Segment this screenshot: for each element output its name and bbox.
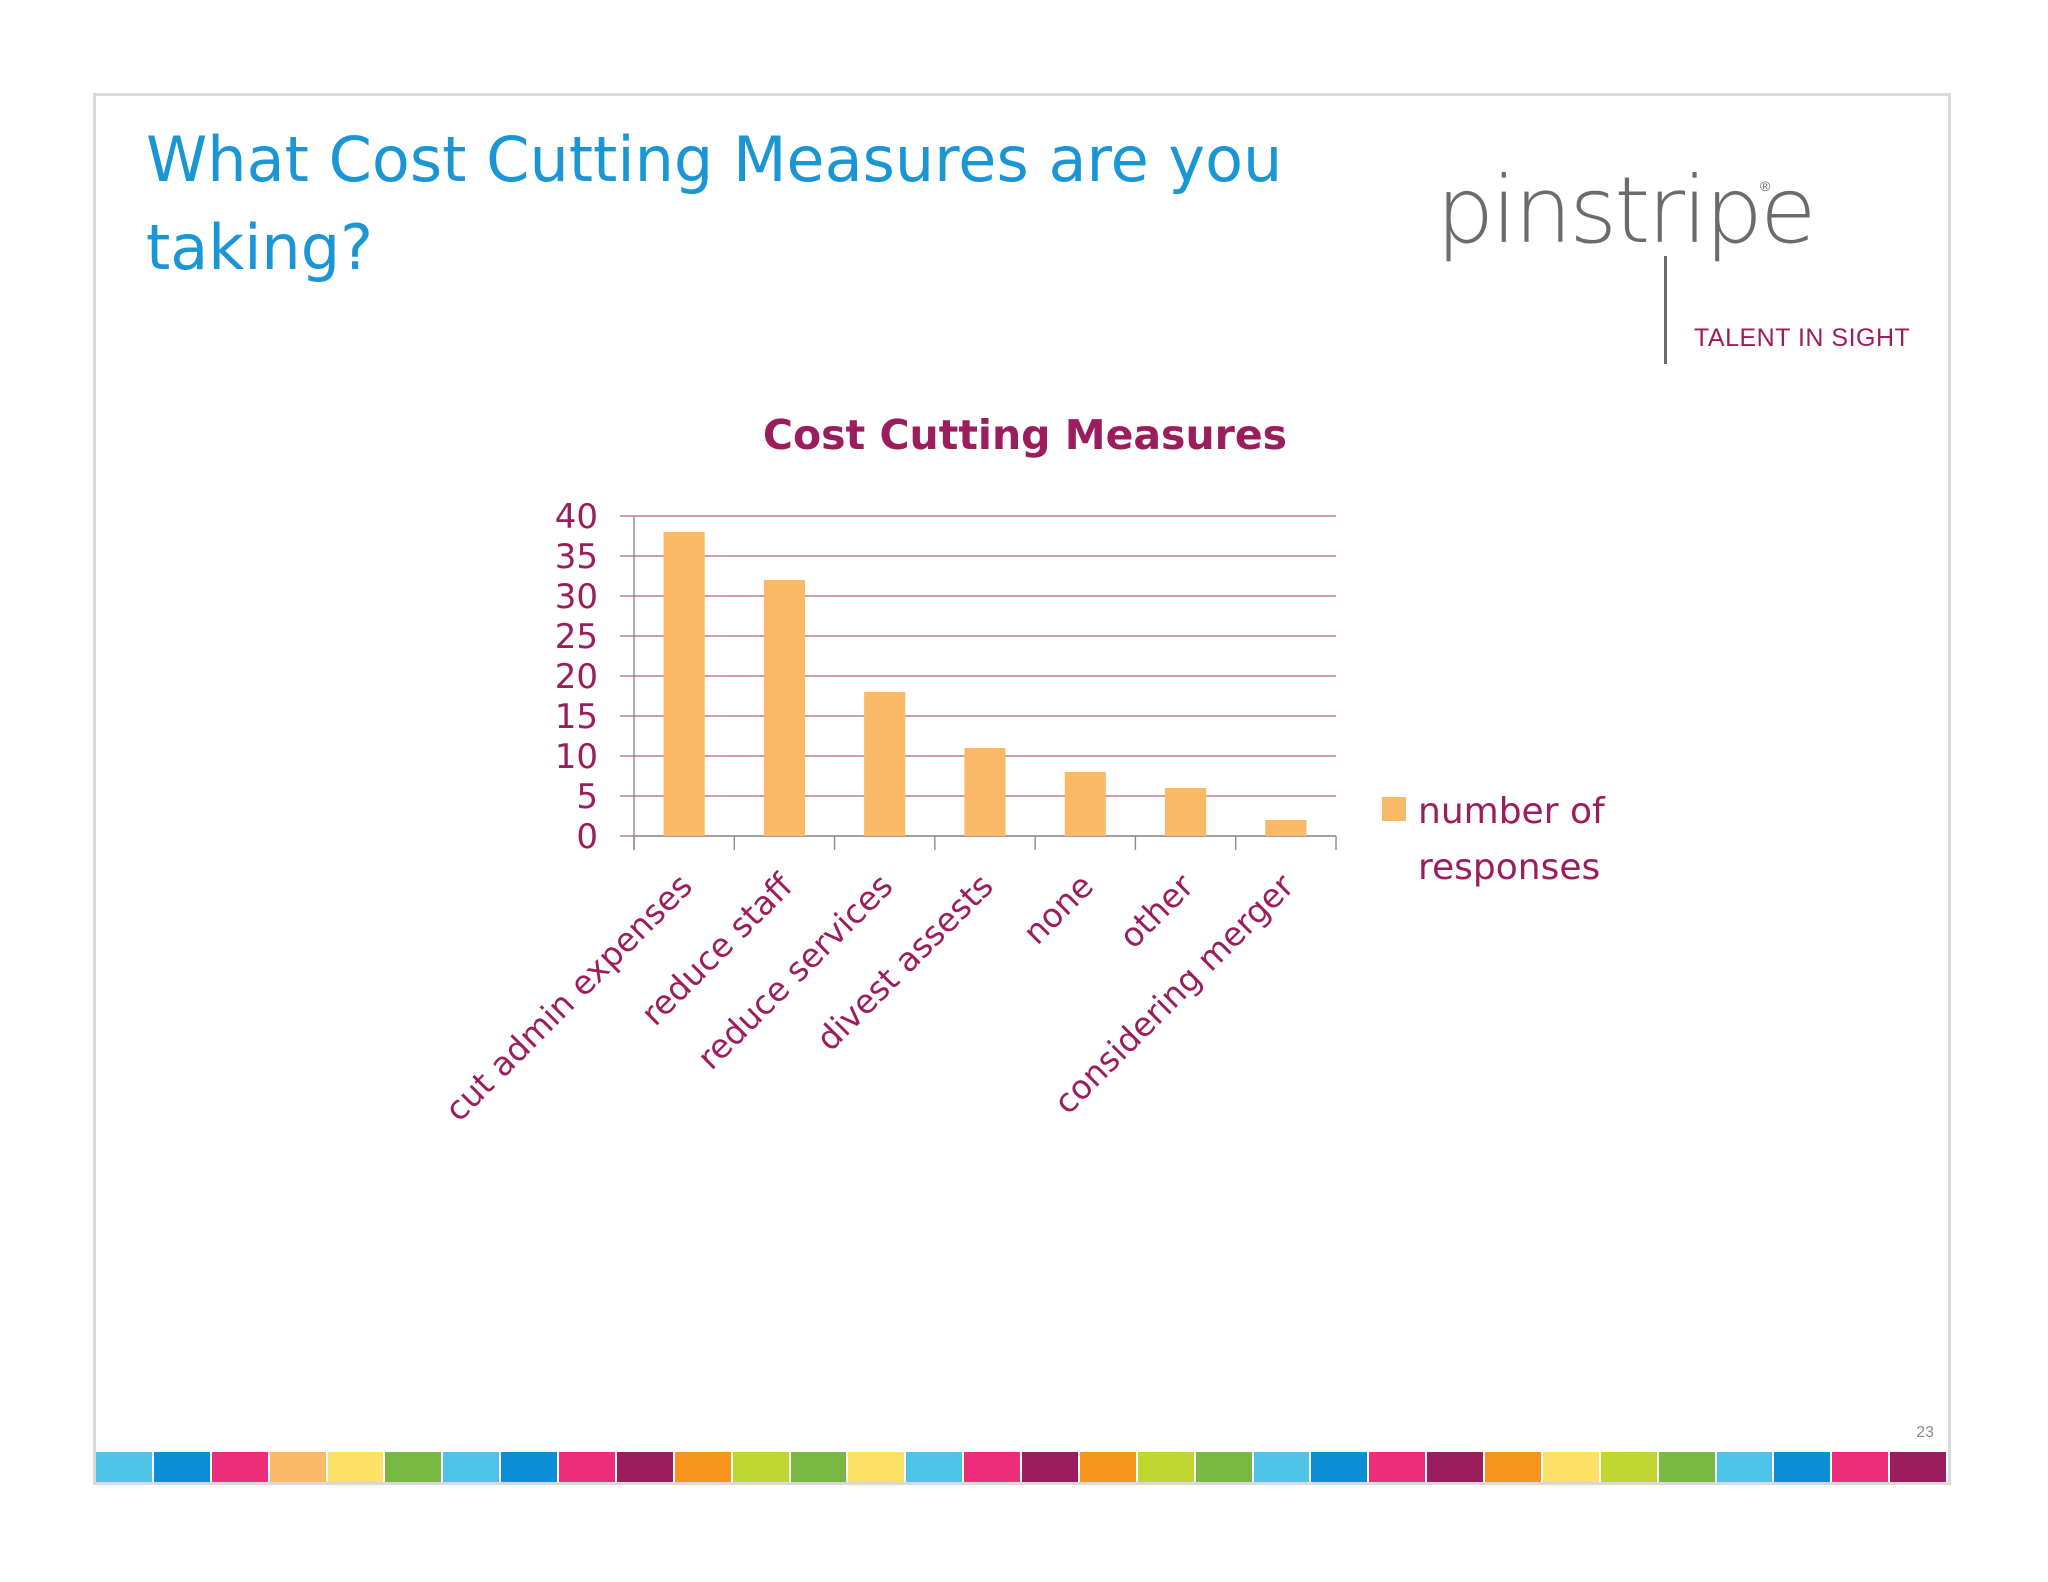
y-tick-label: 0 <box>576 817 598 857</box>
color-strip-segment <box>1369 1452 1426 1482</box>
y-tick-label: 5 <box>576 777 598 817</box>
color-strip <box>96 1452 1948 1482</box>
bar <box>864 692 906 836</box>
color-strip-segment <box>385 1452 442 1482</box>
color-strip-segment <box>443 1452 500 1482</box>
slide-title: What Cost Cutting Measures are you takin… <box>146 123 1283 284</box>
color-strip-segment <box>732 1452 789 1482</box>
x-category-label: other <box>1111 866 1201 956</box>
color-strip-segment <box>1311 1452 1368 1482</box>
color-strip-segment <box>1485 1452 1541 1482</box>
color-strip-segment <box>96 1452 152 1482</box>
color-strip-segment <box>1658 1452 1715 1482</box>
color-strip-segment <box>848 1452 905 1482</box>
y-tick-label: 40 <box>555 497 598 537</box>
page-number: 23 <box>1916 1424 1934 1441</box>
color-strip-segment <box>616 1452 673 1482</box>
color-strip-segment <box>501 1452 557 1482</box>
color-strip-segment <box>1022 1452 1078 1482</box>
bar <box>964 748 1006 836</box>
color-strip-segment <box>1716 1452 1773 1482</box>
color-strip-segment <box>153 1452 210 1482</box>
y-tick-label: 25 <box>555 617 598 657</box>
color-strip-segment <box>1600 1452 1657 1482</box>
color-strip-segment <box>1137 1452 1194 1482</box>
y-tick-label: 10 <box>555 737 598 777</box>
legend: number of responses <box>1382 791 1606 888</box>
color-strip-segment <box>906 1452 963 1482</box>
legend-label: number of responses <box>1418 791 1606 888</box>
color-strip-segment <box>327 1452 384 1482</box>
chart-title: Cost Cutting Measures <box>763 411 1287 459</box>
y-tick-label: 35 <box>555 537 598 577</box>
color-strip-segment <box>964 1452 1020 1482</box>
bars <box>663 532 1307 836</box>
logo-registered-mark: ® <box>1760 178 1771 194</box>
y-tick-label: 15 <box>555 697 598 737</box>
color-strip-segment <box>211 1452 268 1482</box>
bar <box>1165 788 1207 836</box>
y-tick-label: 20 <box>555 657 598 697</box>
color-strip-segment <box>1890 1452 1946 1482</box>
logo-wordmark: pinstripe <box>1436 157 1817 264</box>
x-category-label: none <box>1015 866 1101 952</box>
bar <box>763 580 805 836</box>
logo-tagline: TALENT IN SIGHT <box>1694 324 1911 352</box>
color-strip-segment <box>1832 1452 1889 1482</box>
bar <box>663 532 705 836</box>
slide: What Cost Cutting Measures are you takin… <box>93 93 1951 1485</box>
legend-swatch <box>1382 797 1406 821</box>
logo-stem <box>1664 256 1667 364</box>
color-strip-segment <box>1542 1452 1599 1482</box>
y-tick-label: 30 <box>555 577 598 617</box>
color-strip-segment <box>1774 1452 1831 1482</box>
color-strip-segment <box>1195 1452 1252 1482</box>
color-strip-segment <box>790 1452 847 1482</box>
color-strip-segment <box>674 1452 731 1482</box>
x-category-label: divest assests <box>808 866 1000 1058</box>
color-strip-segment <box>559 1452 615 1482</box>
color-strip-segment <box>269 1452 326 1482</box>
bar <box>1064 772 1106 836</box>
color-strip-segment <box>1079 1452 1136 1482</box>
pinstripe-logo: pinstripe ® TALENT IN SIGHT <box>1436 156 1916 396</box>
color-strip-segment <box>1253 1452 1310 1482</box>
bar <box>1265 820 1307 836</box>
color-strip-segment <box>1427 1452 1483 1482</box>
